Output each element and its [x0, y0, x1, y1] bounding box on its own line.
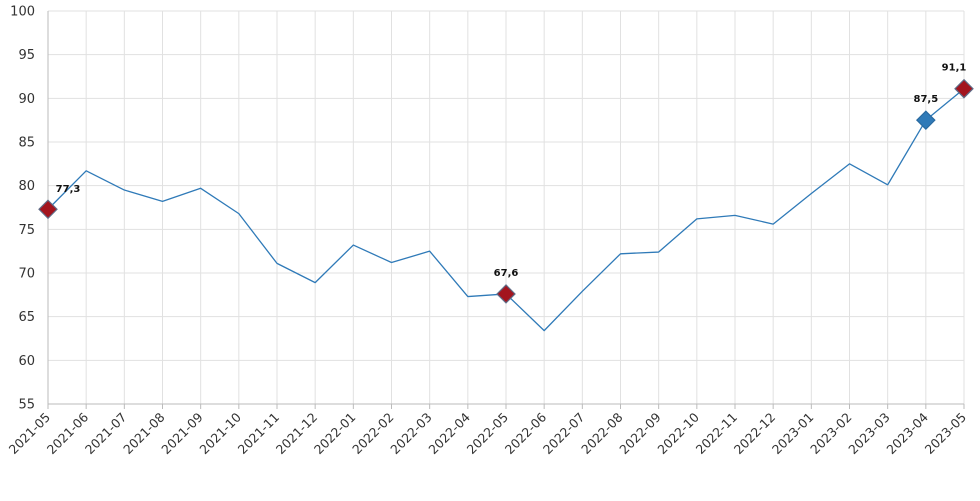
y-tick-label: 60: [18, 354, 35, 369]
x-tick-label: 2023-05: [922, 410, 970, 458]
labels: 77,3 67,6 87,5 91,1: [56, 63, 967, 279]
y-tick-label: 55: [18, 398, 35, 413]
data-label: 67,6: [494, 268, 519, 279]
y-tick-label: 80: [18, 179, 35, 194]
markers: [38, 78, 974, 304]
data-label: 77,3: [56, 184, 81, 195]
diamond-marker: [496, 284, 516, 304]
diamond-marker: [954, 78, 974, 99]
y-tick-label: 100: [10, 5, 35, 20]
diamond-marker: [915, 110, 936, 131]
grid: [47, 10, 965, 405]
y-tick-label: 90: [18, 92, 35, 107]
y-tick-label: 95: [18, 48, 35, 63]
y-tick-label: 65: [18, 310, 35, 325]
diamond-marker: [38, 199, 58, 220]
y-tick-label: 85: [18, 136, 35, 151]
data-label: 87,5: [913, 94, 938, 105]
axes: 5560657075808590951002021-052021-062021-…: [6, 5, 970, 458]
y-tick-label: 75: [18, 223, 35, 238]
data-label: 91,1: [942, 63, 967, 74]
y-tick-label: 70: [18, 267, 35, 282]
